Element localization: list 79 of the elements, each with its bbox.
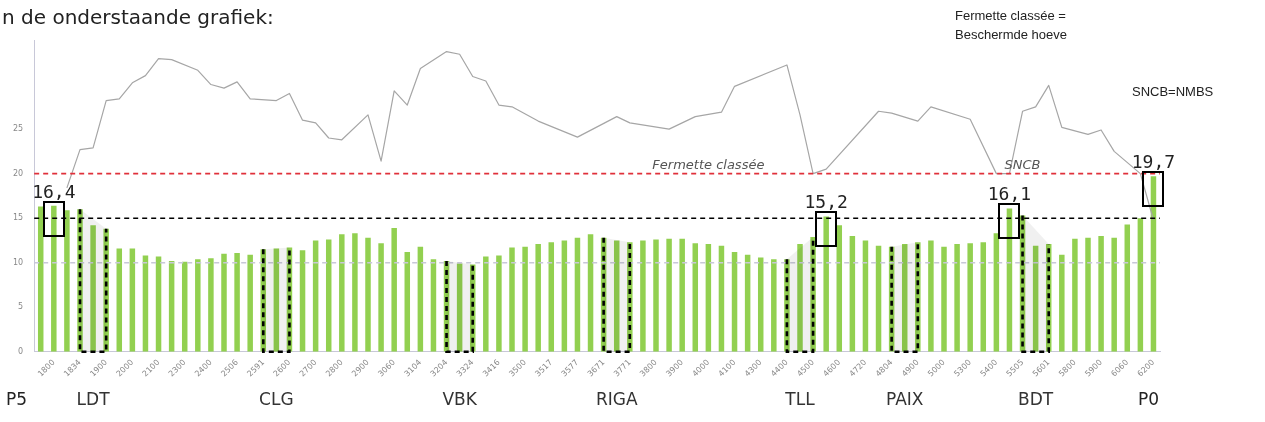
bar	[483, 256, 489, 352]
data-label: 15,2	[804, 191, 848, 213]
bar	[208, 258, 214, 352]
bar	[221, 253, 227, 352]
bar	[771, 259, 777, 352]
data-label: 16,4	[32, 180, 76, 202]
bar	[941, 246, 947, 352]
bar	[339, 234, 345, 352]
bar	[901, 244, 908, 352]
bar	[849, 236, 856, 352]
band-label: VBK	[442, 389, 478, 409]
band-label: LDT	[76, 389, 111, 409]
bar	[365, 237, 371, 352]
bar	[731, 252, 738, 352]
bar	[535, 244, 541, 352]
bar	[587, 234, 594, 352]
bar	[37, 206, 44, 352]
bar	[116, 248, 123, 352]
bar	[496, 255, 502, 352]
y-tick-label: 0	[18, 346, 24, 356]
bar	[299, 250, 306, 352]
bar	[640, 240, 646, 352]
bar	[456, 263, 463, 352]
bar	[1059, 254, 1065, 352]
bar	[155, 256, 162, 352]
bar	[1085, 237, 1091, 352]
annotation: Fermette classée = Beschermde hoeve	[955, 8, 1068, 42]
bar	[679, 238, 685, 352]
bar	[1137, 218, 1144, 352]
bar	[980, 242, 987, 352]
bar	[954, 244, 960, 352]
bar	[273, 248, 280, 352]
bar	[757, 257, 764, 352]
bar	[666, 238, 672, 352]
band-label: RIGA	[595, 389, 638, 409]
bar	[64, 210, 70, 352]
bar	[129, 248, 136, 352]
bar	[522, 246, 528, 352]
band-label: BDT	[1018, 389, 1054, 409]
bar	[1098, 236, 1104, 352]
band-label: TLL	[784, 389, 816, 409]
bar	[561, 240, 568, 352]
bar	[967, 243, 973, 352]
data-label: 19,7	[1131, 151, 1176, 173]
bar	[836, 225, 843, 352]
bar	[705, 244, 712, 352]
bar	[234, 252, 240, 352]
bar	[51, 205, 57, 352]
bar	[875, 245, 882, 352]
text: n de onderstaande grafiek:	[2, 5, 274, 29]
bar	[247, 254, 253, 352]
y-tick-label: 25	[12, 124, 24, 134]
band-label: CLG	[259, 389, 294, 409]
y-tick-label: 15	[12, 213, 24, 223]
bar	[509, 247, 515, 352]
bar	[391, 227, 397, 352]
bar	[1111, 237, 1117, 352]
bar	[90, 225, 96, 352]
bar	[325, 239, 332, 352]
bar	[653, 239, 659, 352]
bar	[797, 244, 803, 352]
text: P0	[1138, 389, 1160, 409]
annotation: Fermette classée	[652, 156, 765, 172]
annotation: SNCB=NMBS	[1132, 84, 1214, 99]
y-tick-label: 20	[12, 168, 24, 178]
bar	[378, 243, 384, 352]
annotation: SNCB	[1004, 156, 1041, 172]
y-tick-label: 5	[18, 302, 24, 312]
band-label: PAIX	[886, 389, 924, 409]
text: P5	[6, 389, 28, 409]
bar	[352, 233, 358, 352]
bar	[195, 259, 201, 352]
data-label: 16,1	[987, 183, 1032, 205]
bar	[1124, 224, 1131, 352]
bar	[613, 240, 620, 352]
bar	[823, 216, 829, 352]
bar	[928, 240, 934, 352]
bar	[1072, 238, 1078, 352]
y-tick-label: 10	[12, 257, 24, 267]
